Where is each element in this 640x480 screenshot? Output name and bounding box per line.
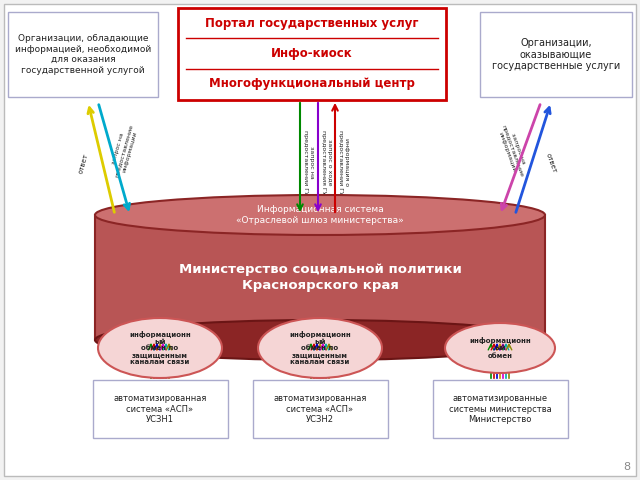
Text: информационн
ый
обмен по
защищенным
каналам связи: информационн ый обмен по защищенным кана… (129, 331, 191, 365)
Text: Информационная система
«Отраслевой шлюз министерства»: Информационная система «Отраслевой шлюз … (236, 205, 404, 225)
Text: информационн
ый
обмен: информационн ый обмен (469, 337, 531, 359)
Text: автоматизированная
система «АСП»
УСЗН2: автоматизированная система «АСП» УСЗН2 (273, 394, 367, 424)
Ellipse shape (95, 320, 545, 360)
FancyBboxPatch shape (4, 4, 636, 476)
Ellipse shape (445, 323, 555, 373)
Text: информация о
предоставлении ГУ: информация о предоставлении ГУ (338, 130, 349, 195)
FancyBboxPatch shape (480, 12, 632, 97)
Text: Организации, обладающие
информацией, необходимой
для оказания
государственной ус: Организации, обладающие информацией, нео… (15, 35, 151, 74)
Text: запрос на
предоставление
информации: запрос на предоставление информации (109, 122, 140, 179)
Text: 8: 8 (623, 462, 630, 472)
Text: Организации,
оказывающие
государственные услуги: Организации, оказывающие государственные… (492, 38, 620, 71)
Ellipse shape (258, 318, 382, 378)
FancyBboxPatch shape (433, 380, 568, 438)
Text: Портал государственных услуг: Портал государственных услуг (205, 16, 419, 29)
Text: автоматизированная
система «АСП»
УСЗН1: автоматизированная система «АСП» УСЗН1 (113, 394, 207, 424)
Text: запрос о ходе
предоставления ГУ: запрос о ходе предоставления ГУ (321, 130, 332, 195)
FancyBboxPatch shape (253, 380, 387, 438)
Text: запрос на
предоставлении ГУ: запрос на предоставлении ГУ (303, 130, 314, 195)
Ellipse shape (95, 195, 545, 235)
FancyBboxPatch shape (93, 380, 227, 438)
Text: Многофункциональный центр: Многофункциональный центр (209, 77, 415, 91)
Text: запрос на
предоставление
информации: запрос на предоставление информации (495, 122, 530, 179)
Polygon shape (95, 215, 545, 340)
Text: автоматизированные
системы министерства
Министерство: автоматизированные системы министерства … (449, 394, 552, 424)
FancyBboxPatch shape (8, 12, 158, 97)
Text: ответ: ответ (78, 153, 89, 174)
Text: Инфо-киоск: Инфо-киоск (271, 47, 353, 60)
Ellipse shape (98, 318, 222, 378)
Text: Министерство социальной политики
Красноярского края: Министерство социальной политики Красноя… (179, 264, 461, 291)
Text: ответ: ответ (545, 153, 557, 174)
FancyBboxPatch shape (178, 8, 446, 100)
Text: информационн
ый
обмен по
защищенным
каналам связи: информационн ый обмен по защищенным кана… (289, 331, 351, 365)
